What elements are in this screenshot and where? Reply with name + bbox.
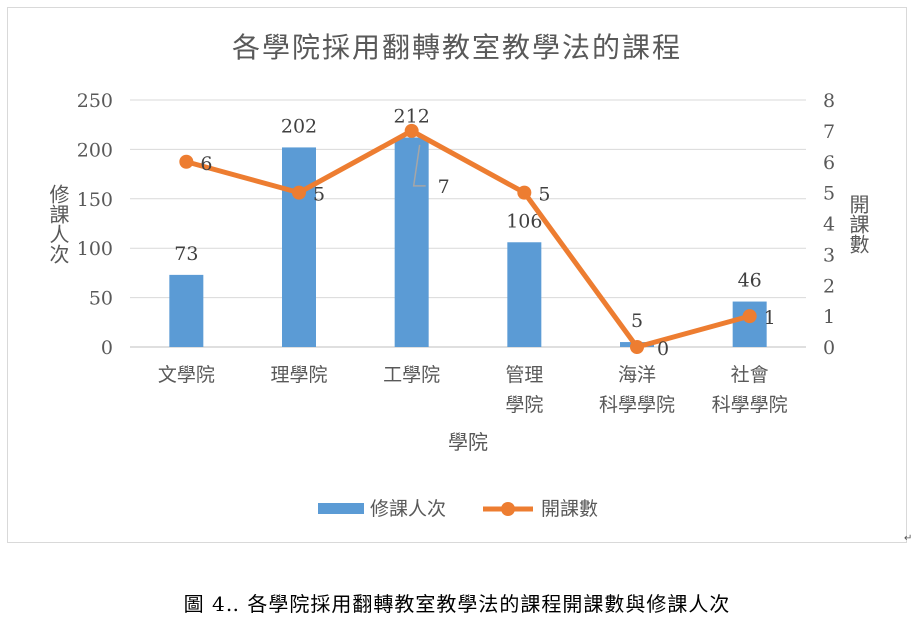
bar xyxy=(282,147,316,347)
x-tick-label: 科學學院 xyxy=(712,394,788,416)
y2-tick-label: 2 xyxy=(823,275,835,297)
legend-swatch-marker xyxy=(501,502,515,516)
legend-label: 開課數 xyxy=(541,498,598,520)
y2-tick-label: 6 xyxy=(823,152,835,174)
line-data-label: 5 xyxy=(313,184,325,206)
bar-data-label: 106 xyxy=(506,210,542,232)
y2-tick-label: 8 xyxy=(823,90,835,112)
figure-caption: 圖 4‥ 各學院採用翻轉教室教學法的課程開課數與修課人次 xyxy=(183,592,731,616)
line-point xyxy=(292,185,306,200)
y2-tick-label: 1 xyxy=(823,306,835,328)
y-tick-label: 150 xyxy=(77,189,113,211)
x-tick-label: 理學院 xyxy=(270,364,327,386)
x-tick-label: 海洋 xyxy=(618,364,656,386)
line-data-label: 0 xyxy=(657,338,669,360)
line-point xyxy=(404,123,419,138)
chart-frame xyxy=(7,7,907,543)
line-point xyxy=(630,340,644,354)
chart-title: 各學院採用翻轉教室教學法的課程 xyxy=(232,31,682,64)
bar-data-label: 5 xyxy=(631,310,643,332)
x-tick-label: 文學院 xyxy=(158,364,215,386)
line-point xyxy=(742,309,757,324)
y2-tick-label: 5 xyxy=(823,183,835,205)
leader-line xyxy=(412,144,426,187)
y-tick-label: 50 xyxy=(89,288,113,310)
legend-label: 修課人次 xyxy=(370,498,446,520)
y2-tick-label: 3 xyxy=(823,244,835,266)
y-axis-title: 修課人次 xyxy=(46,184,70,264)
chart: 各學院採用翻轉教室教學法的課程050100150200250012345678修… xyxy=(46,31,870,520)
series-line xyxy=(185,128,751,350)
y2-tick-label: 0 xyxy=(823,337,835,359)
bar xyxy=(507,242,542,347)
y2-axis-title: 開課數 xyxy=(846,194,870,254)
y-tick-label: 200 xyxy=(77,139,113,161)
bar-data-label: 46 xyxy=(738,270,762,292)
bar xyxy=(732,301,767,347)
bar-data-label: 73 xyxy=(174,243,198,265)
bar-data-label: 202 xyxy=(281,115,317,137)
line-data-label: 1 xyxy=(764,307,776,329)
x-tick-label: 社會 xyxy=(731,364,769,386)
y2-tick-label: 7 xyxy=(823,121,835,143)
y-tick-label: 100 xyxy=(77,238,113,260)
bar-data-label: 212 xyxy=(394,106,430,128)
line-data-label: 7 xyxy=(438,176,450,198)
paragraph-mark: ↵ xyxy=(904,533,913,544)
x-tick-label: 學院 xyxy=(505,394,543,416)
x-tick-label: 管理 xyxy=(505,364,543,386)
y2-tick-label: 4 xyxy=(823,214,835,236)
y-tick-label: 250 xyxy=(77,90,113,112)
x-tick-label: 工學院 xyxy=(383,364,440,386)
line-point xyxy=(179,154,194,169)
line-data-label: 5 xyxy=(538,184,550,206)
legend-swatch-bars xyxy=(318,503,364,514)
line-data-label: 6 xyxy=(200,153,212,175)
bar xyxy=(394,137,429,347)
x-axis-title: 學院 xyxy=(448,430,488,454)
y-tick-label: 0 xyxy=(101,337,113,359)
bar xyxy=(169,274,204,347)
x-tick-label: 科學學院 xyxy=(599,394,675,416)
line-point xyxy=(517,185,532,200)
